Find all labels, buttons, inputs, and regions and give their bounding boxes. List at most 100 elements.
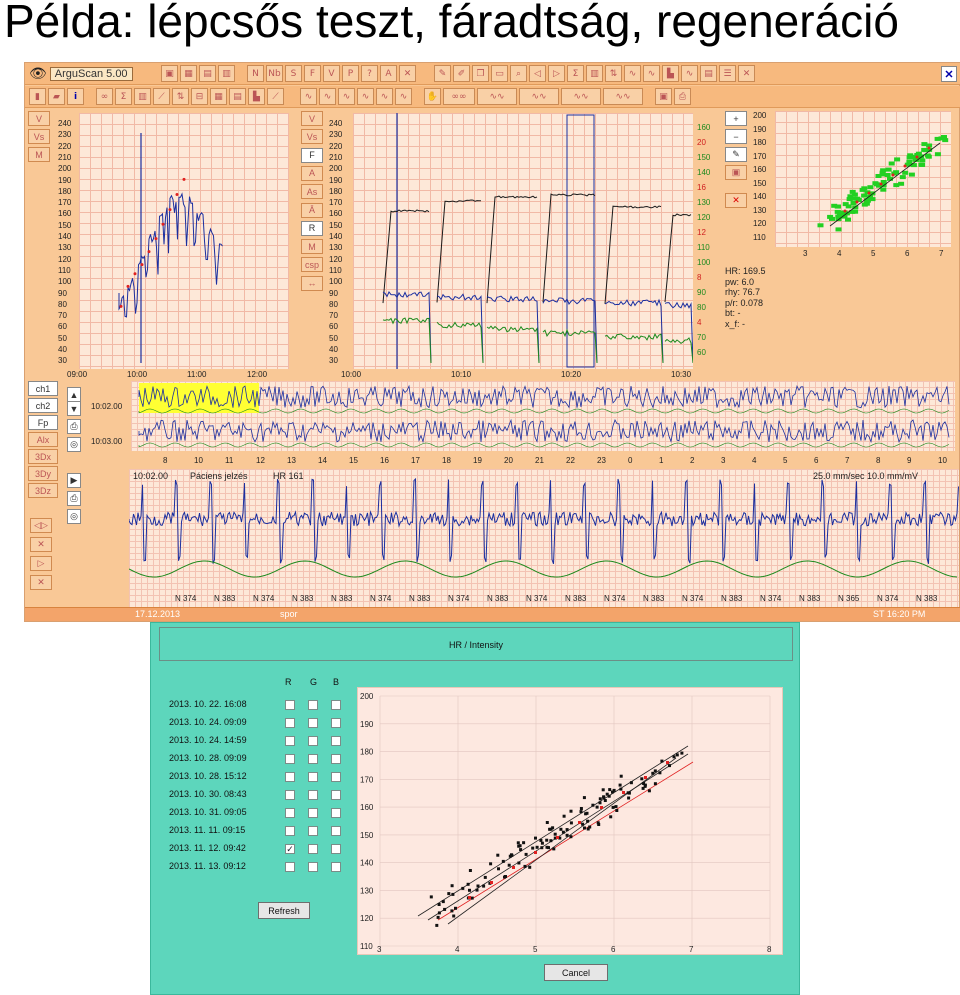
side-vs-button[interactable]: Vs: [28, 129, 50, 144]
down-arrow-icon[interactable]: ▼: [67, 401, 81, 416]
side-m-button[interactable]: M: [28, 147, 50, 162]
hr-intensity-scatter[interactable]: [775, 111, 951, 247]
close2-icon[interactable]: ✕: [30, 537, 52, 552]
measure-icon[interactable]: ⊟: [191, 88, 208, 105]
green-checkbox[interactable]: [308, 754, 318, 764]
ecg8-icon[interactable]: ∿∿: [519, 88, 559, 105]
green-checkbox[interactable]: [308, 862, 318, 872]
edit-icon[interactable]: ✎: [434, 65, 451, 82]
ecg3-icon[interactable]: ∿: [338, 88, 355, 105]
pen-icon[interactable]: ✎: [725, 147, 747, 162]
ecg-overview-strip[interactable]: [131, 381, 955, 451]
mid-side-csp-button[interactable]: csp: [301, 257, 323, 273]
hand-icon[interactable]: ✋: [424, 88, 441, 105]
eraser-icon[interactable]: ▭: [491, 65, 508, 82]
hr-trend-left-plot[interactable]: [79, 113, 289, 369]
mid-side-a-button[interactable]: A: [301, 165, 323, 181]
red-checkbox[interactable]: [285, 754, 295, 764]
green-checkbox[interactable]: [308, 700, 318, 710]
filter-a-button[interactable]: A: [380, 65, 397, 82]
hr-trend-mid-plot[interactable]: [353, 113, 694, 369]
blue-checkbox[interactable]: [331, 736, 341, 746]
red-checkbox[interactable]: [285, 790, 295, 800]
scan-icon[interactable]: ◎: [67, 437, 81, 452]
blue-checkbox[interactable]: [331, 808, 341, 818]
channel-ch2-button[interactable]: ch2: [28, 398, 58, 413]
sum2-icon[interactable]: Σ: [115, 88, 132, 105]
close-icon[interactable]: ✕: [941, 66, 957, 82]
note-icon[interactable]: ✐: [453, 65, 470, 82]
list-icon[interactable]: ☰: [719, 65, 736, 82]
hist-icon[interactable]: ▥: [586, 65, 603, 82]
ecg9-icon[interactable]: ∿∿: [561, 88, 601, 105]
green-checkbox[interactable]: [308, 808, 318, 818]
green-checkbox[interactable]: [308, 736, 318, 746]
zoom-out-button[interactable]: −: [725, 129, 747, 144]
red-checkbox[interactable]: [285, 736, 295, 746]
hbars-icon[interactable]: ▤: [229, 88, 246, 105]
wave3-icon[interactable]: ∿: [681, 65, 698, 82]
ecg4-icon[interactable]: ∿: [357, 88, 374, 105]
play-icon[interactable]: ▶: [67, 473, 81, 488]
grid2-icon[interactable]: ▦: [210, 88, 227, 105]
channel-fp-button[interactable]: Fp: [28, 415, 58, 430]
dialog-hr-intensity-plot[interactable]: 200 190 180 170 160 150 140 130 120 110: [357, 687, 783, 955]
red-checkbox[interactable]: ✓: [285, 844, 295, 854]
up-arrow-icon[interactable]: ▲: [67, 387, 81, 402]
save-icon[interactable]: ▤: [199, 65, 216, 82]
ecg-detail-view[interactable]: [128, 469, 959, 607]
filter-p-button[interactable]: P: [342, 65, 359, 82]
filter-unknown-button[interactable]: ?: [361, 65, 378, 82]
ecg1-icon[interactable]: ∿: [300, 88, 317, 105]
mid-side-f-button[interactable]: F: [301, 147, 323, 163]
channel-alx-button[interactable]: Alx: [28, 432, 58, 447]
next-icon[interactable]: ▷: [548, 65, 565, 82]
updown-icon[interactable]: ⇅: [172, 88, 189, 105]
red-checkbox[interactable]: [285, 772, 295, 782]
filter-s-button[interactable]: S: [285, 65, 302, 82]
cross-icon[interactable]: ✕: [399, 65, 416, 82]
wave-icon[interactable]: ∿: [624, 65, 641, 82]
red-checkbox[interactable]: [285, 700, 295, 710]
trash-icon[interactable]: ▣: [725, 165, 747, 180]
table-icon[interactable]: ▤: [700, 65, 717, 82]
channel-3dx-button[interactable]: 3Dx: [28, 449, 58, 464]
blue-checkbox[interactable]: [331, 844, 341, 854]
cancel-button[interactable]: Cancel: [544, 964, 608, 981]
info-icon[interactable]: i: [67, 88, 84, 105]
red-checkbox[interactable]: [285, 718, 295, 728]
print-icon[interactable]: ▣: [161, 65, 178, 82]
chart-icon[interactable]: ▙: [662, 65, 679, 82]
zoom-in-button[interactable]: +: [725, 111, 747, 126]
blue-checkbox[interactable]: [331, 718, 341, 728]
ecg2-icon[interactable]: ∿: [319, 88, 336, 105]
channel-3dy-button[interactable]: 3Dy: [28, 466, 58, 481]
grid-icon[interactable]: ▦: [180, 65, 197, 82]
window-icon[interactable]: ▥: [218, 65, 235, 82]
mid-side-abar-button[interactable]: Ā: [301, 202, 323, 218]
mid-side-r-button[interactable]: R: [301, 220, 323, 236]
filter-nb-button[interactable]: Nb: [266, 65, 283, 82]
remove-icon[interactable]: ✕: [738, 65, 755, 82]
green-checkbox[interactable]: [308, 826, 318, 836]
calc-icon[interactable]: ▣: [655, 88, 672, 105]
sum-icon[interactable]: Σ: [567, 65, 584, 82]
green-checkbox[interactable]: [308, 772, 318, 782]
printer3-icon[interactable]: ⎙: [67, 491, 81, 506]
blue-checkbox[interactable]: [331, 700, 341, 710]
sort-icon[interactable]: ⇅: [605, 65, 622, 82]
blue-checkbox[interactable]: [331, 754, 341, 764]
filter-n-button[interactable]: N: [247, 65, 264, 82]
channel-3dz-button[interactable]: 3Dz: [28, 483, 58, 498]
line-chart-icon[interactable]: ⟋: [267, 88, 284, 105]
mid-side-v-button[interactable]: V: [301, 111, 323, 126]
blue-checkbox[interactable]: [331, 790, 341, 800]
prev-icon[interactable]: ◁: [529, 65, 546, 82]
filter-v-button[interactable]: V: [323, 65, 340, 82]
bars-icon[interactable]: ▥: [134, 88, 151, 105]
expand-icon[interactable]: ◁▷: [30, 518, 52, 533]
arrow-icon[interactable]: ▷: [30, 556, 52, 571]
red-checkbox[interactable]: [285, 862, 295, 872]
scan2-icon[interactable]: ◎: [67, 509, 81, 524]
mid-side-m-button[interactable]: M: [301, 239, 323, 255]
